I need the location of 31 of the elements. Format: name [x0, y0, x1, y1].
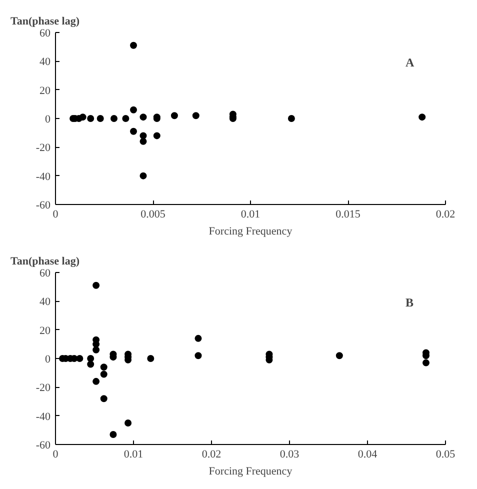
- y-tick-label: 40: [40, 296, 51, 308]
- y-axis-title: Tan(phase lag): [10, 16, 80, 28]
- y-tick-label: 60: [40, 268, 51, 280]
- x-tick-label: 0.03: [280, 448, 300, 460]
- x-tick-label: 0: [52, 448, 59, 460]
- y-tick-label: -60: [36, 200, 51, 212]
- y-tick-label: 40: [40, 56, 51, 68]
- x-axis-title: Forcing Frequency: [208, 466, 293, 478]
- y-tick-label: -60: [36, 440, 51, 452]
- y-axis-title: Tan(phase lag): [10, 256, 80, 268]
- annotation: B: [406, 296, 414, 310]
- x-tick-label: 0.015: [336, 208, 361, 220]
- y-tick-label: 0: [45, 354, 51, 366]
- y-tick-label: 0: [45, 114, 51, 126]
- annotation: A: [406, 56, 414, 70]
- y-tick-label: -20: [36, 142, 51, 154]
- y-tick-label: -40: [36, 170, 51, 183]
- x-tick-label: 0.02: [436, 208, 456, 220]
- x-tick-label: 0.05: [436, 448, 456, 460]
- x-tick-label: 0.01: [124, 448, 144, 460]
- x-tick-label: 0.04: [358, 448, 378, 460]
- x-tick-label: 0.005: [140, 208, 166, 220]
- x-tick-label: 0.01: [240, 208, 260, 220]
- y-tick-label: 20: [40, 324, 51, 337]
- x-tick-label: 0.02: [202, 448, 222, 460]
- y-tick-label: -40: [36, 410, 51, 423]
- x-axis-title: Forcing Frequency: [208, 226, 293, 238]
- x-tick-label: 0: [52, 208, 59, 220]
- y-tick-label: 60: [40, 28, 51, 40]
- y-tick-label: 20: [40, 84, 51, 97]
- y-tick-label: -20: [36, 382, 51, 394]
